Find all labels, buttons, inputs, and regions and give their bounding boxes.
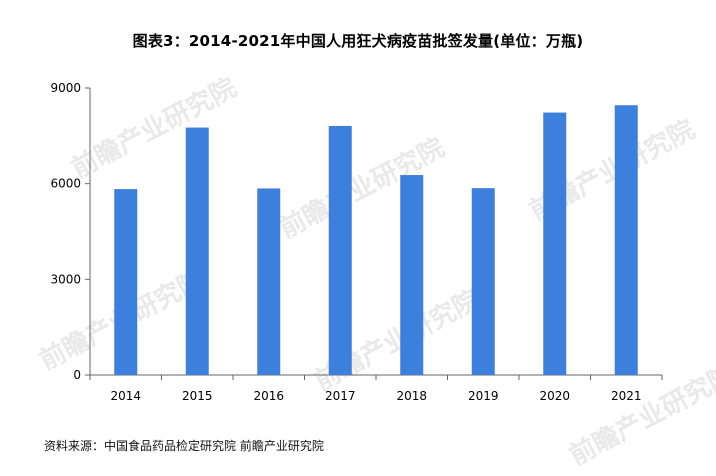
bar-2019 [471, 188, 495, 375]
y-tick-label: 6000 [50, 177, 81, 191]
x-tick-label: 2018 [396, 389, 427, 403]
x-tick-label: 2016 [253, 389, 284, 403]
x-tick-label: 2014 [110, 389, 141, 403]
x-tick-label: 2019 [468, 389, 499, 403]
bar-2021 [614, 105, 638, 375]
y-tick-label: 9000 [50, 81, 81, 95]
x-tick-label: 2017 [325, 389, 356, 403]
bar-2018 [400, 175, 424, 375]
bar-2014 [114, 189, 138, 375]
bar-2020 [543, 112, 567, 375]
x-tick-label: 2021 [611, 389, 642, 403]
bar-2017 [328, 125, 352, 375]
y-axis: 0 3000 6000 9000 [50, 81, 91, 382]
bar-2016 [257, 188, 281, 375]
x-tick-label: 2020 [539, 389, 570, 403]
y-tick-label: 0 [73, 368, 81, 382]
source-note: 资料来源：中国食品药品检定研究院 前瞻产业研究院 [44, 439, 324, 453]
y-tick-label: 3000 [50, 272, 81, 286]
bar-series [114, 105, 638, 375]
x-axis: 2014 2015 2016 2017 2018 2019 2020 2021 [89, 374, 663, 403]
bar-2015 [185, 127, 209, 375]
chart-title: 图表3：2014-2021年中国人用狂犬病疫苗批签发量(单位：万瓶) [132, 32, 584, 50]
x-tick-label: 2015 [182, 389, 213, 403]
